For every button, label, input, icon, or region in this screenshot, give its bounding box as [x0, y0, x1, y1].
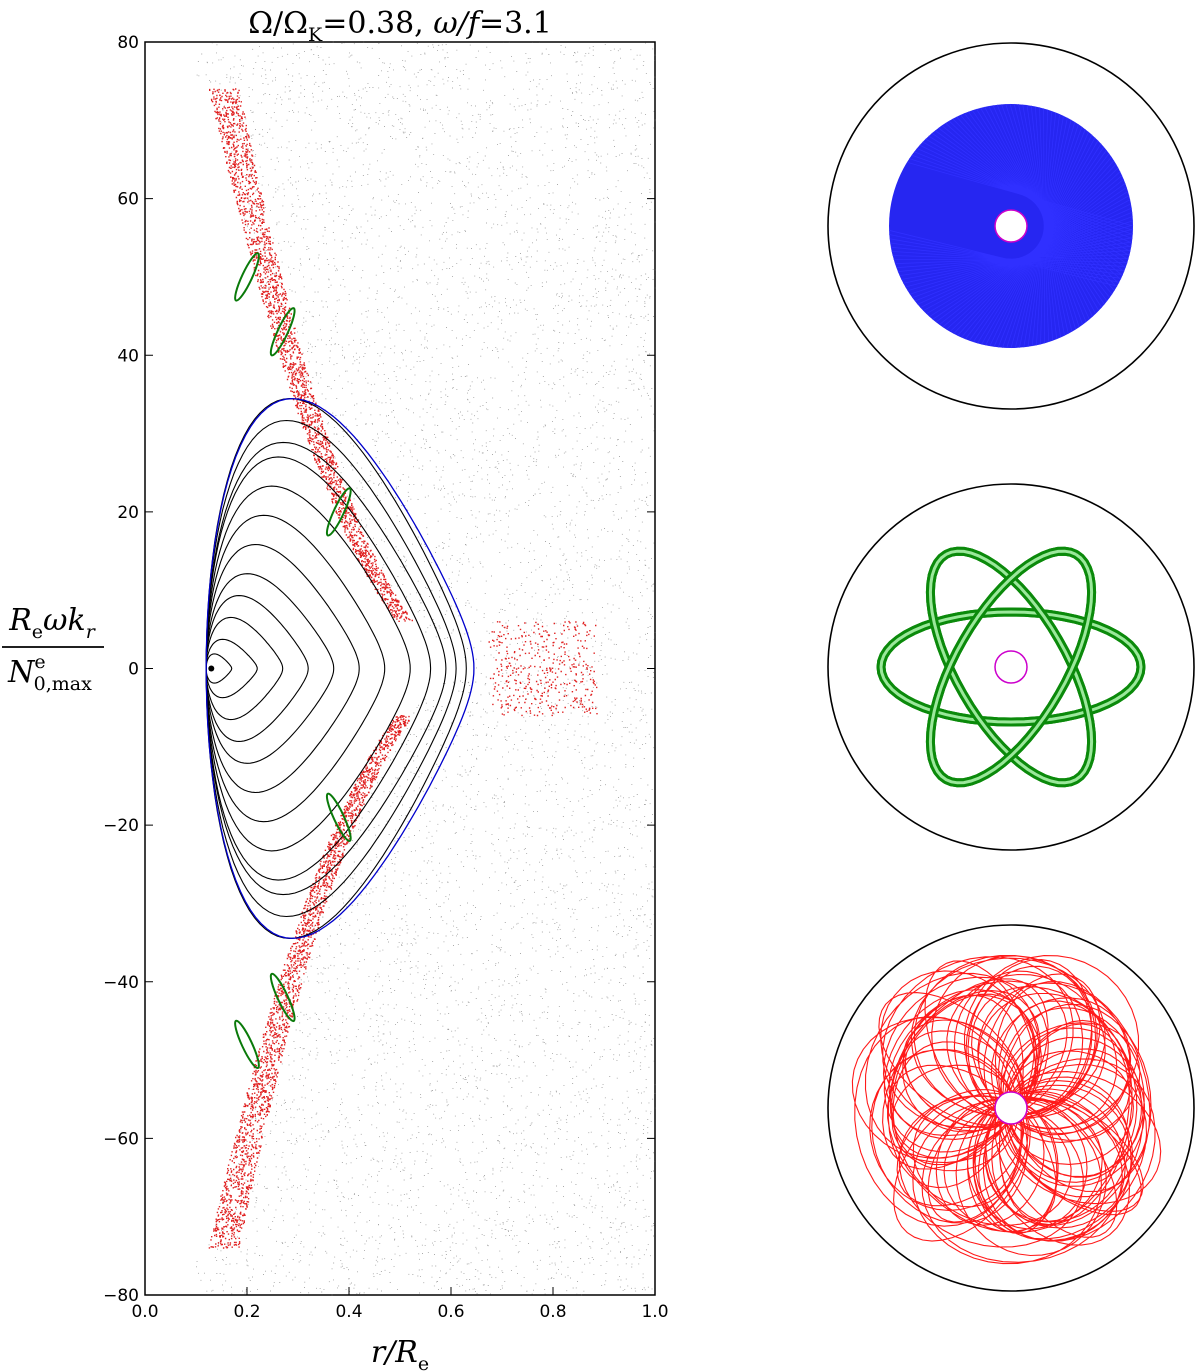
chaotic-band-points [208, 88, 598, 1249]
y-tick-label: −40 [103, 973, 139, 993]
inner-core-circle [994, 1091, 1028, 1125]
y-tick-label: 0 [128, 660, 139, 680]
red-band-points [208, 88, 598, 1249]
green-island [269, 307, 296, 357]
x-tick-label: 0.4 [335, 1302, 362, 1322]
y-tick-label: −20 [103, 816, 139, 836]
trajectory-petal-highlight [928, 549, 1094, 785]
invariant-curve [205, 419, 457, 918]
y-tick-label: 60 [117, 190, 139, 210]
invariant-curves [205, 397, 475, 940]
axes: 0.0 0.2 0.4 0.6 0.8 1.0 80 60 40 20 0 −20 −40 −60 −80 [103, 33, 668, 1322]
invariant-curve [205, 616, 284, 721]
invariant-curve [205, 456, 432, 881]
invariant-curve [205, 398, 467, 939]
svg-text:Reωkr: Reωkr [8, 603, 97, 643]
y-axis-label: Reωkr Ne 0,max [2, 603, 104, 695]
elliptic-fixed-point [208, 665, 215, 672]
trajectory-panel-green [827, 483, 1195, 851]
trajectory-petal-highlight [879, 610, 1143, 724]
green-island [325, 487, 352, 537]
chart-title: Ω/ΩK=0.38, ω/f=3.1 [248, 6, 552, 46]
inner-core-circle [994, 209, 1028, 243]
blue-invariant-curve [205, 397, 475, 940]
green-island [234, 252, 260, 302]
island-chains [234, 252, 352, 1070]
trajectory-panel-blue [827, 42, 1195, 410]
y-tick-label: 40 [117, 346, 139, 366]
invariant-curve [205, 514, 386, 823]
surface-of-section-plot: 0.0 0.2 0.4 0.6 0.8 1.0806040200−20−40−60−80 … [2, 6, 669, 1372]
trajectory-petal-highlight [928, 549, 1094, 785]
invariant-curve [205, 653, 233, 684]
y-tick-label: 20 [117, 503, 139, 523]
x-tick-label: 0.6 [437, 1302, 464, 1322]
inner-core-circle [994, 650, 1028, 684]
x-tick-label: 0.0 [131, 1302, 158, 1322]
invariant-curve [205, 595, 309, 742]
green-island [325, 792, 352, 842]
plot-frame [144, 41, 656, 1296]
y-tick-label: 80 [117, 33, 139, 53]
trajectory-panel-red [827, 924, 1195, 1292]
invariant-curve [205, 543, 360, 794]
trajectory-path [889, 103, 1134, 349]
invariant-curve [205, 441, 447, 896]
x-tick-label: 1.0 [641, 1302, 668, 1322]
x-tick-label: 0.2 [233, 1302, 260, 1322]
y-tick-label: −80 [103, 1286, 139, 1306]
invariant-curve [205, 485, 411, 852]
invariant-curve [205, 638, 258, 699]
invariant-curve [205, 573, 335, 764]
green-island [234, 1019, 260, 1070]
y-tick-label: −60 [103, 1129, 139, 1149]
svg-text:Ne0,max: Ne 0,max [7, 651, 92, 695]
x-axis-label: r/Re [371, 1335, 429, 1372]
x-tick-label: 0.8 [539, 1302, 566, 1322]
green-island [269, 972, 296, 1023]
